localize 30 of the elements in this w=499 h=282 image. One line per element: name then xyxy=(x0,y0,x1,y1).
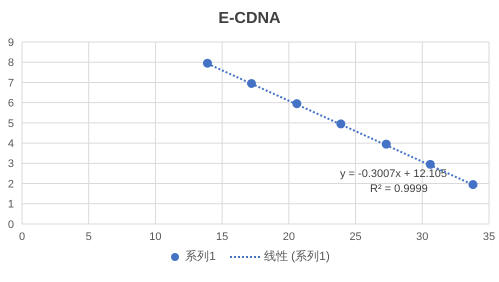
y-tick-label: 5 xyxy=(8,118,14,130)
point xyxy=(292,99,302,108)
x-tick-label: 0 xyxy=(18,230,26,243)
point xyxy=(426,160,435,169)
chart-title: E-CDNA xyxy=(217,9,282,29)
annotation: R² = 0.9999 xyxy=(370,183,428,195)
y-tick-label: 4 xyxy=(8,138,14,150)
x-tick-label: 20 xyxy=(282,230,295,243)
x-tick-label: 35 xyxy=(482,230,496,243)
legend-label: 线性 (系列1) xyxy=(264,248,330,265)
y-tick-label: 3 xyxy=(8,158,14,170)
x-tick-label: 30 xyxy=(416,230,428,243)
point xyxy=(382,140,391,149)
y-tick-label: 7 xyxy=(8,77,14,90)
point xyxy=(468,180,478,190)
y-tick-label: 1 xyxy=(8,198,14,211)
point xyxy=(246,78,256,88)
point xyxy=(202,58,212,68)
x-tick-label: 25 xyxy=(349,230,362,243)
legend-label: 系列1 xyxy=(185,248,216,265)
y-tick-label: 6 xyxy=(8,98,14,110)
y-tick-label: 8 xyxy=(8,57,14,70)
x-tick-label: 5 xyxy=(86,230,92,243)
x-tick-label: 15 xyxy=(216,230,228,243)
y-tick-label: 9 xyxy=(8,36,14,49)
annotation: y = -0.3007x + 12.105 xyxy=(340,168,448,180)
y-tick-label: 2 xyxy=(8,178,14,190)
point xyxy=(336,119,346,128)
y-tick-label: 0 xyxy=(8,218,14,231)
x-tick-label: 10 xyxy=(149,230,162,243)
